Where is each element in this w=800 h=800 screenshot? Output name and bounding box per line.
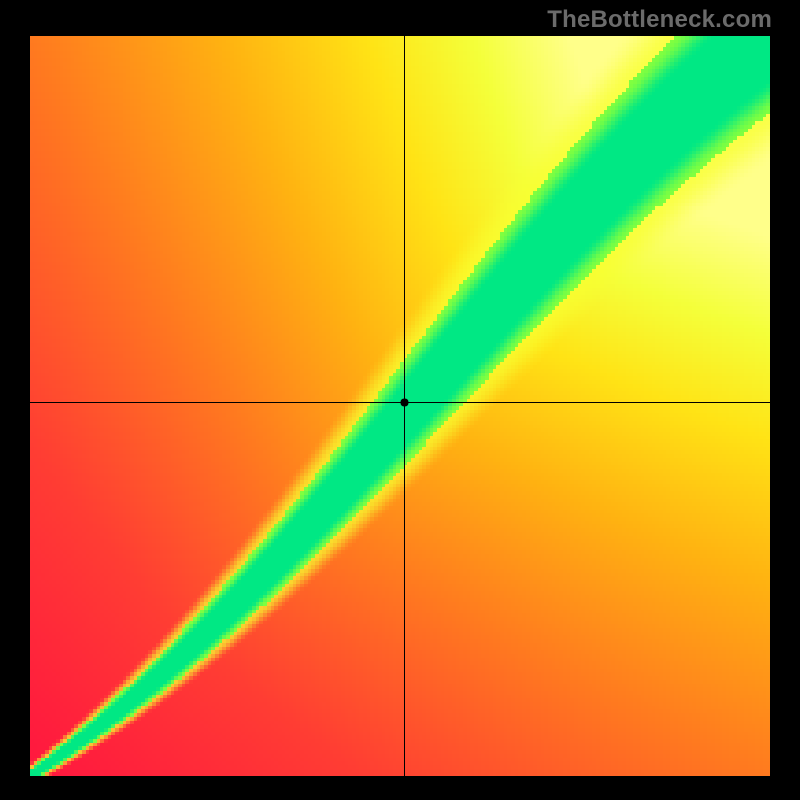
heatmap-canvas — [30, 36, 770, 776]
plot-area — [30, 36, 770, 776]
watermark-text: TheBottleneck.com — [547, 6, 772, 34]
frame: { "canvas": { "width": 800, "height": 80… — [0, 0, 800, 800]
